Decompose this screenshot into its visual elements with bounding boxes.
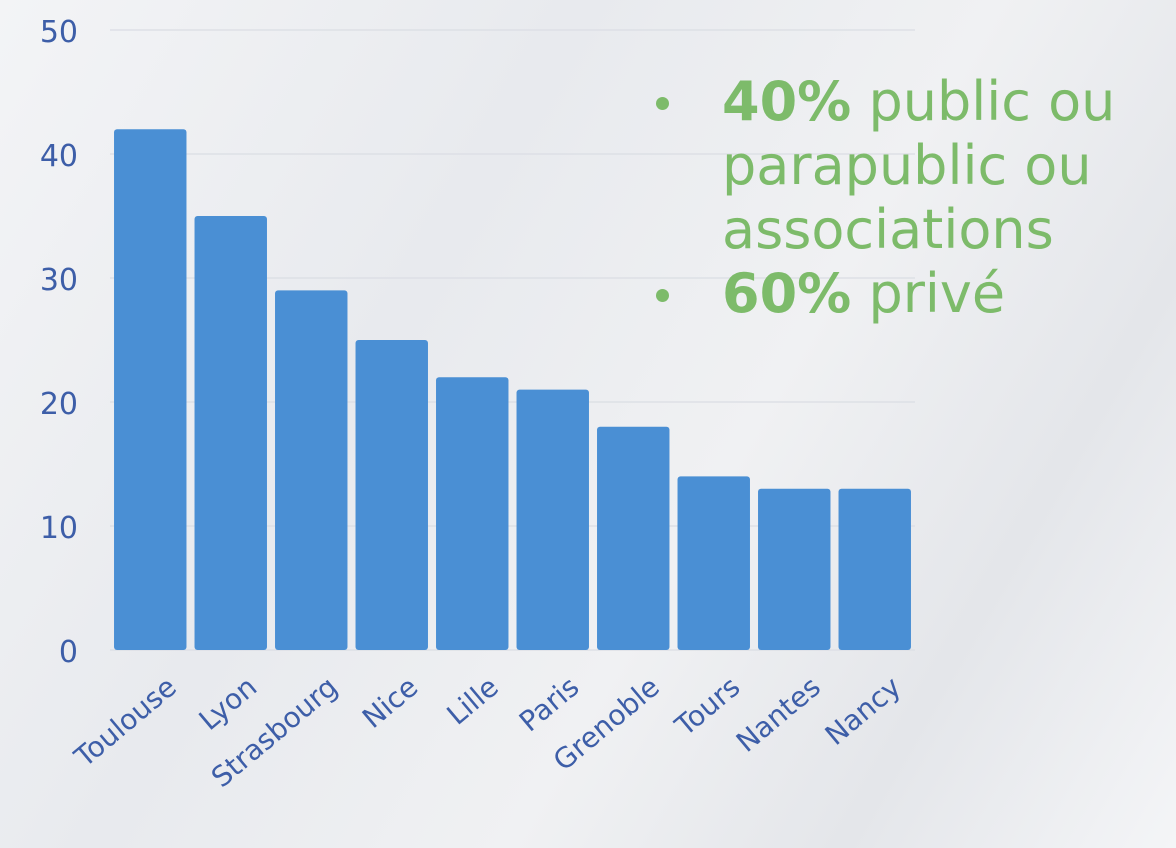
x-tick-label: Nancy [819,670,907,752]
y-tick-label: 30 [40,263,78,298]
x-tick-label: Lille [441,670,505,731]
annotation-text: public ou parapublic ou associations [722,70,1116,261]
bar [516,389,589,650]
y-tick-label: 50 [40,15,78,50]
y-tick-label: 0 [59,635,78,670]
bar [275,290,348,650]
y-tick-label: 10 [40,511,78,546]
bar [597,426,670,650]
bar [436,377,509,650]
bar [677,476,750,650]
annotation: 40% public ou parapublic ou associations [650,70,1170,262]
x-tick-label: Nice [356,670,424,735]
x-tick-label: Nantes [730,670,827,759]
annotation: 60% privé [650,262,1170,326]
bar [838,488,911,650]
bar [758,488,831,650]
annotation-highlight: 40% [722,70,852,133]
x-tick-label: Toulouse [68,670,183,774]
bar [355,340,428,650]
y-tick-label: 40 [40,139,78,174]
bar [194,216,267,650]
annotation-text: privé [868,262,1006,325]
annotation-highlight: 60% [722,262,852,325]
x-tick-label: Lyon [193,670,264,737]
annotations: 40% public ou parapublic ou associations… [650,70,1170,326]
y-tick-label: 20 [40,387,78,422]
bar [114,129,187,650]
